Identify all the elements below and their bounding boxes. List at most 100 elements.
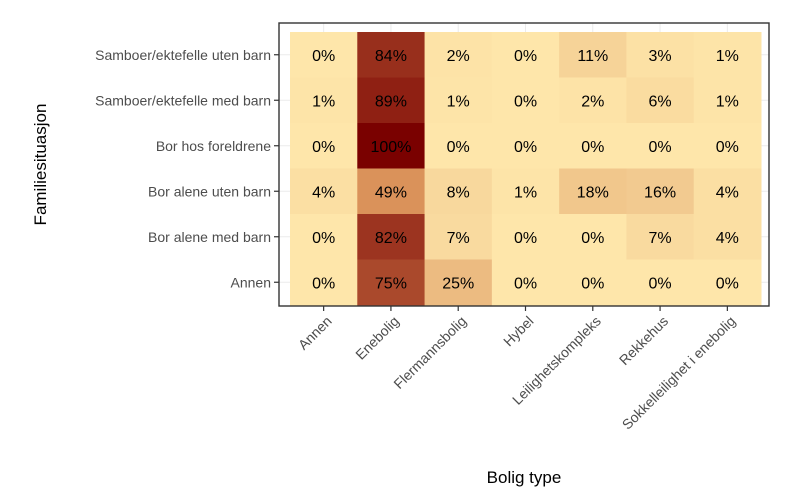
cell-value-label: 0% xyxy=(312,48,335,65)
heatmap-cell xyxy=(290,214,358,260)
heatmap-cell xyxy=(626,32,695,78)
cell-value-label: 1% xyxy=(514,184,537,201)
heatmap-cell xyxy=(491,32,560,78)
heatmap-cell xyxy=(693,123,762,169)
heatmap-cell xyxy=(626,214,695,260)
heatmap-cell xyxy=(357,123,426,169)
cell-value-label: 0% xyxy=(514,93,537,110)
x-tick-label: Annen xyxy=(295,313,335,353)
cell-value-label: 2% xyxy=(447,48,470,65)
heatmap-cell xyxy=(693,32,762,78)
heatmap-cell xyxy=(424,168,493,215)
cell-value-label: 1% xyxy=(312,93,335,110)
y-tick-label: Bor hos foreldrene xyxy=(156,138,271,154)
cell-labels: 0% 84% 2% 0% 11% 3% 1% 1% 89% 1% 0% 2% 6% 1% 0% 100% 0% 0… xyxy=(312,48,739,293)
heatmap-cell xyxy=(424,123,493,169)
heatmap-cell xyxy=(693,168,762,215)
heatmap-cells xyxy=(290,32,762,306)
cell-value-label: 82% xyxy=(375,230,407,247)
heatmap-cell xyxy=(290,77,358,124)
heatmap-cell xyxy=(626,168,695,215)
heatmap-cell xyxy=(290,123,358,169)
y-tick-label: Samboer/ektefelle med barn xyxy=(95,92,271,108)
cell-value-label: 25% xyxy=(442,275,474,292)
cell-value-label: 0% xyxy=(312,139,335,156)
cell-value-label: 0% xyxy=(581,275,604,292)
heatmap-cell xyxy=(357,32,426,78)
cell-value-label: 49% xyxy=(375,184,407,201)
heatmap-cell xyxy=(290,32,358,78)
heatmap-cell xyxy=(357,214,426,260)
x-axis-title: Bolig type xyxy=(487,468,562,487)
cell-value-label: 18% xyxy=(577,184,609,201)
cell-value-label: 0% xyxy=(581,230,604,247)
heatmap-cell xyxy=(491,259,560,306)
y-tick-label: Annen xyxy=(231,274,271,290)
heatmap-cell xyxy=(559,259,627,306)
heatmap-cell xyxy=(693,214,762,260)
heatmap-cell xyxy=(491,214,560,260)
heatmap-cell xyxy=(559,123,627,169)
cell-value-label: 1% xyxy=(447,93,470,110)
heatmap-cell xyxy=(626,259,695,306)
cell-value-label: 84% xyxy=(375,48,407,65)
cell-value-label: 7% xyxy=(447,230,470,247)
x-tick-label: Hybel xyxy=(500,313,537,350)
x-tick-label: Flermannsbolig xyxy=(390,313,469,392)
cell-value-label: 8% xyxy=(447,184,470,201)
heatmap-cell xyxy=(424,259,493,306)
cell-value-label: 4% xyxy=(716,230,739,247)
y-tick-label: Bor alene uten barn xyxy=(148,183,271,199)
heatmap-cell xyxy=(357,259,426,306)
y-axis-title: Familiesituasjon xyxy=(31,104,50,226)
cell-value-label: 16% xyxy=(644,184,676,201)
heatmap-cell xyxy=(693,77,762,124)
cell-value-label: 1% xyxy=(716,93,739,110)
heatmap-cell xyxy=(626,77,695,124)
cell-value-label: 0% xyxy=(649,139,672,156)
x-tick-label: Rekkehus xyxy=(616,313,671,368)
heatmap-cell xyxy=(424,214,493,260)
cell-value-label: 0% xyxy=(514,48,537,65)
panel-border xyxy=(278,22,770,307)
cell-value-label: 4% xyxy=(312,184,335,201)
y-axis: Samboer/ektefelle uten barn Samboer/ektef… xyxy=(95,47,279,290)
heatmap-cell xyxy=(559,168,627,215)
heatmap-cell xyxy=(491,77,560,124)
y-tick-label: Bor alene med barn xyxy=(148,229,271,245)
heatmap-cell xyxy=(559,77,627,124)
cell-value-label: 0% xyxy=(312,275,335,292)
heatmap-cell xyxy=(357,77,426,124)
cell-value-label: 4% xyxy=(716,184,739,201)
y-tick-label: Samboer/ektefelle uten barn xyxy=(95,47,271,63)
heatmap-cell xyxy=(424,77,493,124)
cell-value-label: 89% xyxy=(375,93,407,110)
cell-value-label: 3% xyxy=(649,48,672,65)
cell-value-label: 2% xyxy=(581,93,604,110)
cell-value-label: 0% xyxy=(716,275,739,292)
cell-value-label: 0% xyxy=(514,139,537,156)
cell-value-label: 11% xyxy=(577,48,608,65)
heatmap-cell xyxy=(424,32,493,78)
heatmap-cell xyxy=(626,123,695,169)
heatmap-cell xyxy=(290,168,358,215)
cell-value-label: 100% xyxy=(370,139,411,156)
cell-value-label: 6% xyxy=(649,93,672,110)
cell-value-label: 0% xyxy=(312,230,335,247)
cell-value-label: 0% xyxy=(514,230,537,247)
x-tick-label: Enebolig xyxy=(352,313,402,363)
cell-value-label: 7% xyxy=(649,230,672,247)
heatmap-cell xyxy=(693,259,762,306)
cell-value-label: 0% xyxy=(447,139,470,156)
heatmap-cell xyxy=(491,168,560,215)
cell-value-label: 1% xyxy=(716,48,739,65)
x-tick-label: Sokkelleilighet i enebolig xyxy=(619,313,739,433)
heatmap-cell xyxy=(559,32,627,78)
heatmap-cell xyxy=(290,259,358,306)
heatmap-cell xyxy=(559,214,627,260)
heatmap-cell xyxy=(491,123,560,169)
cell-value-label: 0% xyxy=(716,139,739,156)
cell-value-label: 0% xyxy=(649,275,672,292)
